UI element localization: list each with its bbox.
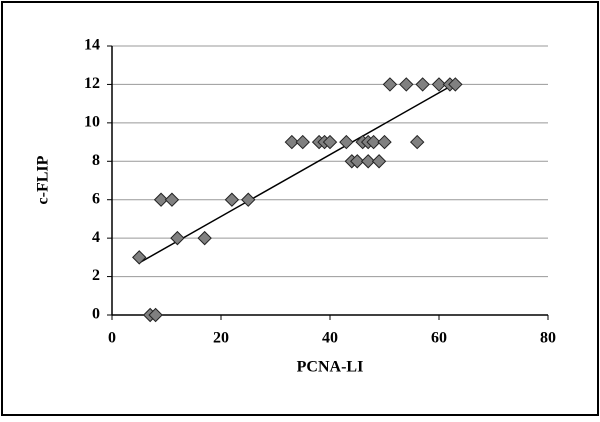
point — [371, 154, 387, 169]
point — [197, 230, 212, 246]
point — [339, 134, 354, 150]
y-tick-label: 6 — [92, 190, 100, 207]
point — [153, 192, 169, 207]
point — [295, 134, 310, 150]
point — [148, 307, 163, 323]
y-tick-label: 12 — [84, 75, 100, 92]
point — [241, 192, 256, 207]
point — [132, 250, 147, 265]
point — [284, 134, 300, 150]
point — [448, 77, 463, 92]
point — [360, 154, 376, 169]
x-axis-label: PCNA-LI — [297, 359, 364, 376]
point — [377, 134, 392, 150]
point — [409, 134, 425, 150]
trendline — [138, 82, 456, 264]
x-tick-label: 80 — [540, 330, 556, 347]
x-tick-label: 40 — [322, 330, 338, 347]
point — [399, 77, 414, 92]
point — [366, 134, 381, 150]
y-tick-label: 10 — [84, 114, 100, 131]
point — [382, 77, 398, 92]
point — [164, 192, 180, 207]
point — [322, 134, 338, 150]
y-tick-label: 2 — [92, 267, 100, 284]
point — [415, 77, 430, 92]
y-tick-label: 8 — [92, 152, 100, 169]
point — [170, 230, 185, 246]
point — [350, 154, 365, 169]
x-tick-label: 0 — [108, 330, 116, 347]
x-tick-label: 60 — [431, 330, 447, 347]
x-tick-label: 20 — [213, 330, 229, 347]
y-tick-label: 4 — [92, 229, 100, 246]
point — [224, 192, 240, 207]
y-axis-label: c-FLIP — [35, 155, 52, 204]
y-tick-label: 14 — [84, 37, 100, 54]
y-tick-label: 0 — [92, 306, 100, 323]
point — [431, 77, 447, 92]
